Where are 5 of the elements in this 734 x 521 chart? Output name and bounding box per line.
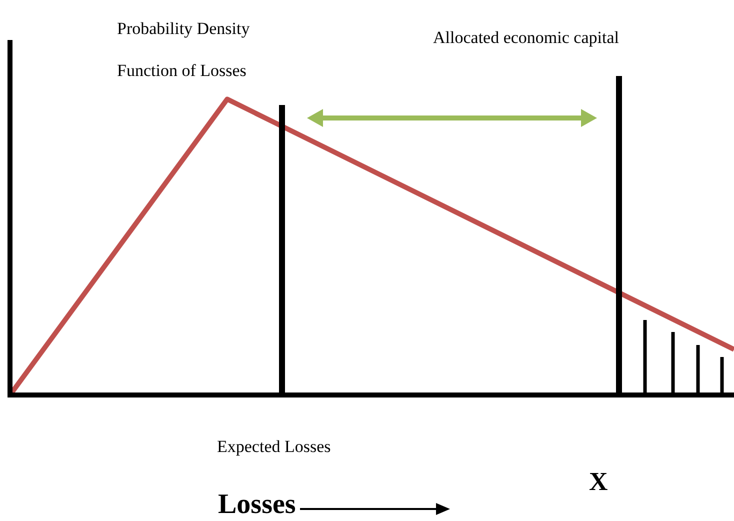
text: X bbox=[589, 467, 608, 497]
chart-title: Probability Density Function of Losses bbox=[117, 19, 250, 80]
text: Expected Losses bbox=[217, 437, 331, 457]
text: Allocated economic capital bbox=[433, 28, 619, 48]
x-axis-title: Losses bbox=[218, 489, 296, 521]
